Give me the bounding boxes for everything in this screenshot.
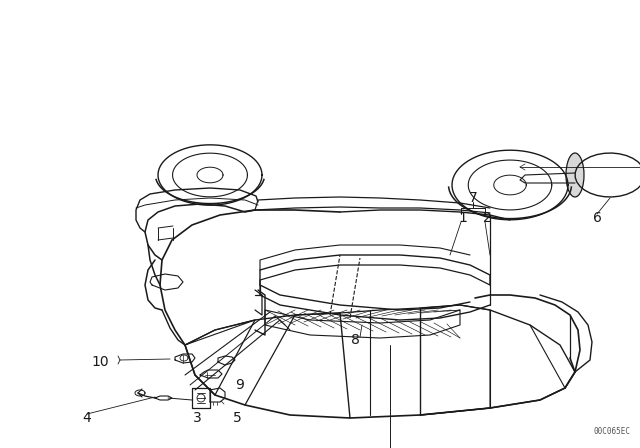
- Text: 00C065EC: 00C065EC: [593, 427, 630, 436]
- Text: 3: 3: [193, 411, 202, 425]
- Text: 9: 9: [236, 378, 244, 392]
- Text: 4: 4: [83, 411, 92, 425]
- Text: 8: 8: [351, 333, 360, 347]
- Text: 2: 2: [483, 211, 492, 225]
- Ellipse shape: [566, 153, 584, 197]
- Text: 1: 1: [459, 211, 467, 225]
- Text: 6: 6: [593, 211, 602, 225]
- Text: 7: 7: [468, 191, 477, 205]
- Text: 5: 5: [232, 411, 241, 425]
- Text: 10: 10: [91, 355, 109, 369]
